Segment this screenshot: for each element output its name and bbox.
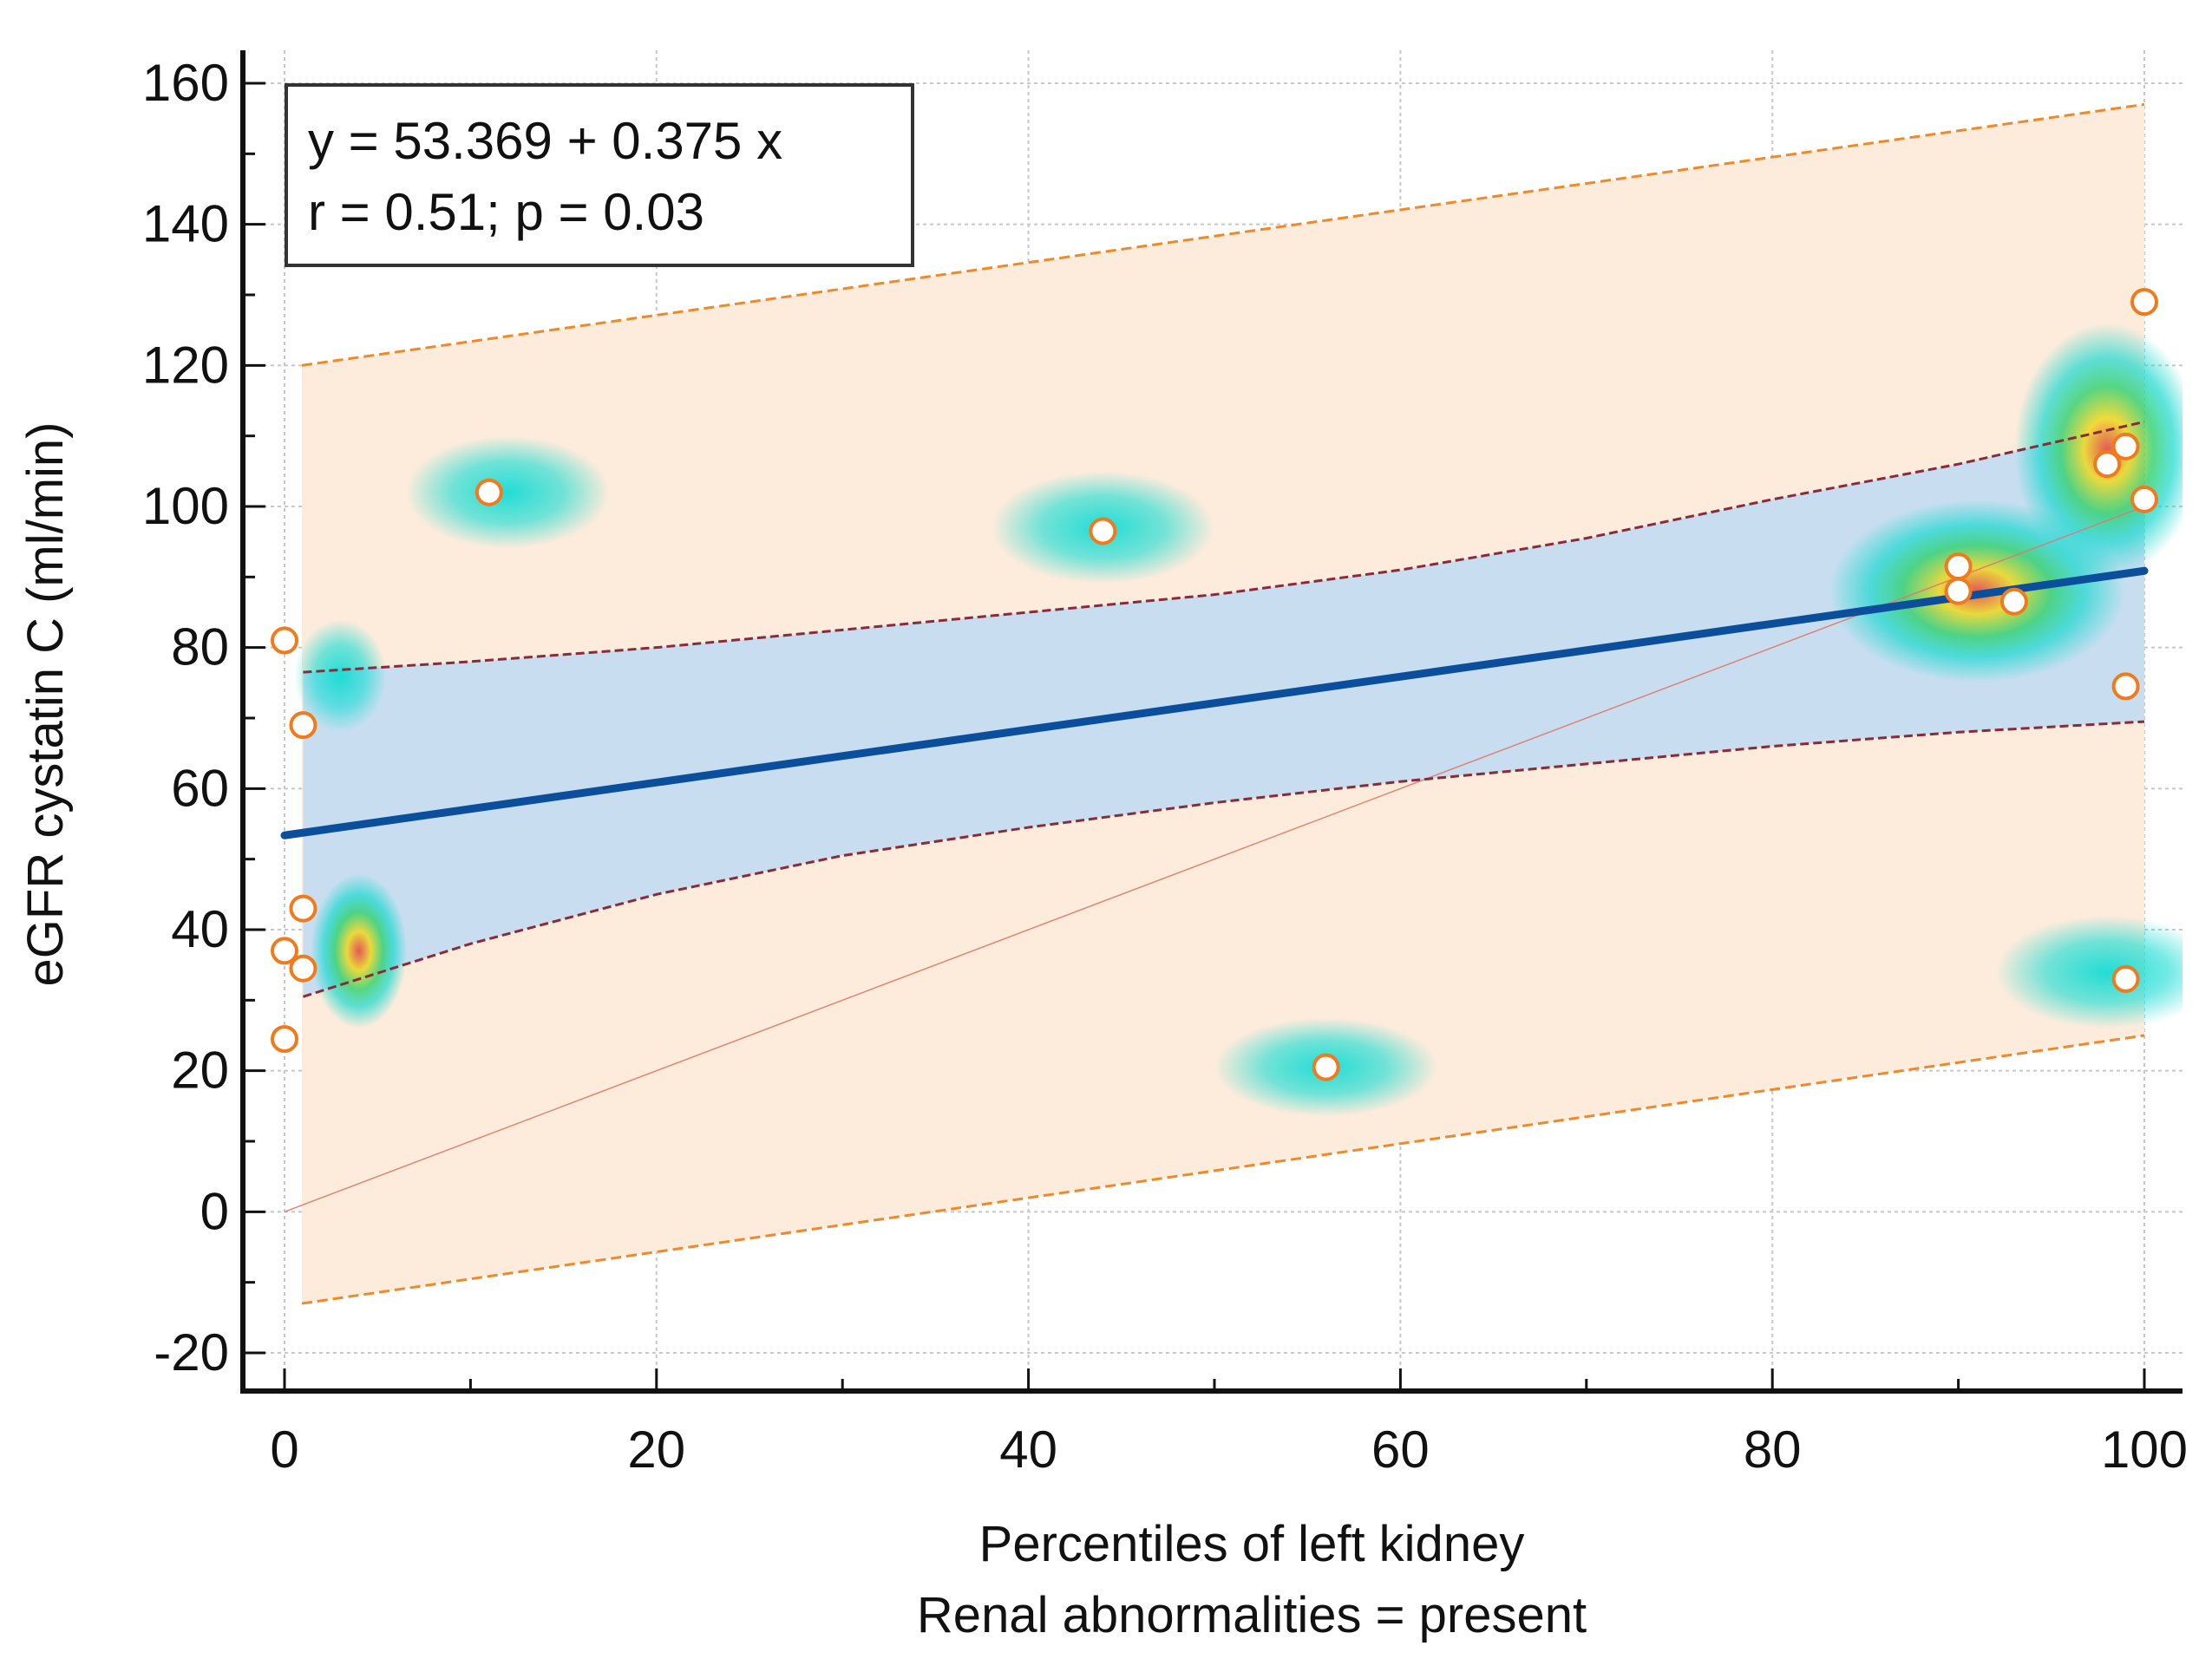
data-point — [289, 954, 317, 983]
density-spot — [311, 872, 408, 1029]
y-tick-label: 0 — [200, 1182, 229, 1240]
x-tick-label: 40 — [999, 1421, 1057, 1479]
y-tick-label: 140 — [142, 195, 229, 253]
prediction-lower-line — [301, 1034, 2145, 1305]
density-spot — [1995, 915, 2183, 1029]
x-tick-label: 60 — [1371, 1421, 1430, 1479]
fit-lines — [280, 102, 2149, 1305]
x-tick-label: 100 — [2101, 1421, 2188, 1479]
data-point — [1944, 552, 1973, 581]
data-point — [2111, 964, 2140, 993]
data-points — [271, 288, 2158, 1081]
y-tick-label: -20 — [154, 1323, 229, 1381]
x-tick-label: 0 — [270, 1421, 298, 1479]
correlation-stats: r = 0.51; p = 0.03 — [308, 183, 704, 241]
y-tick-label: 120 — [142, 336, 229, 394]
identity-line — [284, 506, 2145, 1213]
density-spot — [2013, 323, 2183, 578]
y-tick-label: 80 — [171, 618, 229, 676]
x-tick-label: 80 — [1744, 1421, 1802, 1479]
y-tick-label: 60 — [171, 759, 229, 817]
data-point — [1999, 587, 2028, 616]
confidence-lower-line — [302, 720, 2145, 998]
annotation-box: y = 53.369 + 0.375 x r = 0.51; p = 0.03 — [285, 83, 914, 267]
y-tick-label: 20 — [171, 1042, 229, 1100]
data-point — [271, 1025, 298, 1054]
confidence-upper-line — [303, 420, 2145, 674]
annotation-frame — [285, 83, 914, 267]
data-point — [289, 894, 317, 923]
data-point — [271, 937, 298, 965]
data-point — [2130, 485, 2158, 513]
y-tick-label: 160 — [142, 54, 229, 112]
density-spot — [293, 619, 387, 733]
data-point — [289, 711, 317, 740]
data-point — [2093, 450, 2122, 479]
y-tick-label: 40 — [171, 900, 229, 958]
y-tick-label: 100 — [142, 477, 229, 535]
x-tick-label: 20 — [627, 1421, 685, 1479]
regression-equation: y = 53.369 + 0.375 x — [308, 112, 782, 170]
data-point — [1944, 577, 1973, 605]
x-axis-subtitle: Renal abnormalities = present — [917, 1587, 1587, 1643]
data-point — [1312, 1053, 1340, 1081]
confidence-band — [303, 421, 2145, 997]
density-spot — [405, 435, 611, 549]
prediction-upper-line — [301, 102, 2145, 367]
data-point — [271, 626, 298, 655]
data-point — [2111, 432, 2140, 460]
regression-line — [280, 566, 2149, 839]
y-axis-title: eGFR cystatin C (ml/min) — [17, 422, 74, 987]
data-point — [2130, 288, 2158, 317]
data-point — [474, 478, 503, 506]
x-axis-title: Percentiles of left kidney — [979, 1516, 1525, 1572]
axes: -20 0 20 40 60 80 100 120 140 160 0 20 40 60 80 100 — [142, 50, 2188, 1479]
data-point — [2111, 672, 2140, 701]
data-point — [1089, 517, 1117, 545]
